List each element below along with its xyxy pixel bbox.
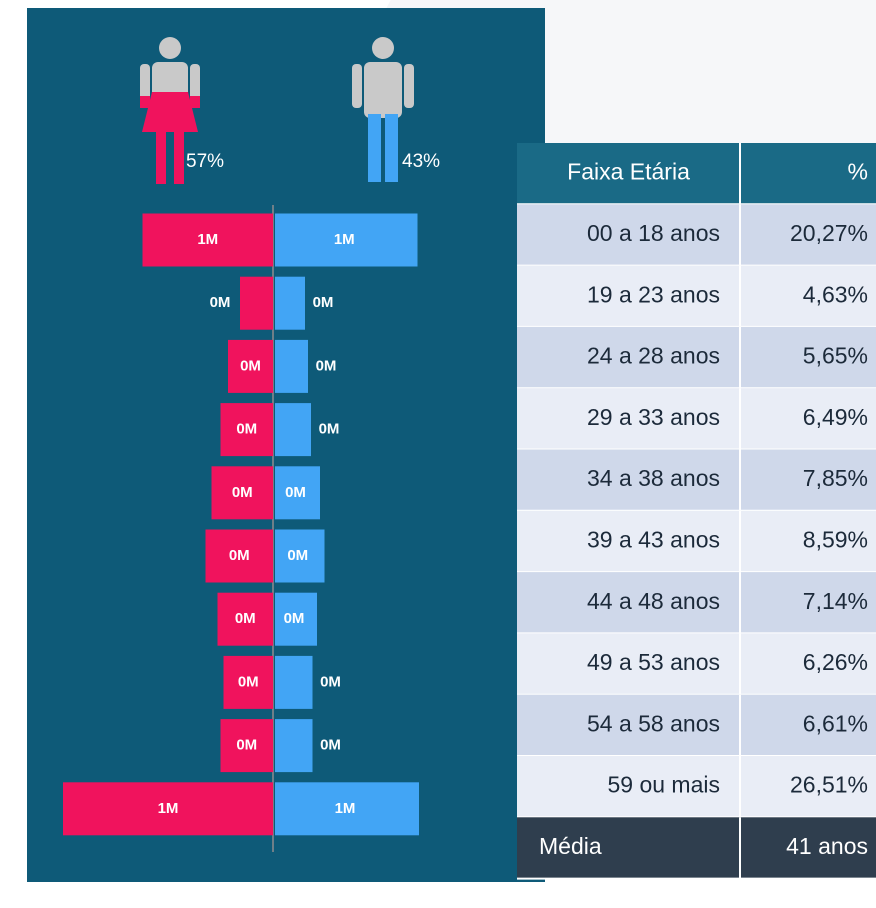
bar-label: 0M — [284, 610, 305, 627]
bar-label: 1M — [158, 800, 179, 817]
bar-label: 0M — [235, 610, 256, 627]
table-row-bg — [517, 388, 876, 450]
table-row-bg — [517, 694, 876, 756]
bar-label: 0M — [313, 294, 334, 311]
table-header-value: % — [848, 159, 868, 185]
table-row-bg — [517, 204, 876, 266]
male-bar — [275, 719, 313, 773]
male-bar — [275, 403, 311, 457]
bar-label: 1M — [197, 231, 218, 248]
female-bar — [63, 782, 273, 836]
table-row-value: 20,27% — [790, 220, 868, 246]
male-bar — [275, 782, 419, 836]
female-bar — [205, 529, 273, 583]
female-bar — [220, 403, 273, 457]
table-row-label: 24 a 28 anos — [587, 343, 720, 369]
bar-label: 0M — [319, 421, 340, 438]
male-icon — [352, 37, 414, 182]
table-row-value: 5,65% — [803, 343, 868, 369]
bar-label: 0M — [236, 421, 257, 438]
female-bar — [217, 592, 273, 646]
female-bar — [228, 339, 273, 393]
table-row-label: 44 a 48 anos — [587, 588, 720, 614]
table-row-bg — [517, 510, 876, 573]
bar-label: 0M — [240, 357, 261, 374]
table-row-label: 54 a 58 anos — [587, 710, 720, 736]
male-bar — [275, 339, 308, 393]
male-bar — [275, 466, 320, 520]
table-footer-bg — [517, 817, 876, 879]
male-bar — [275, 655, 313, 709]
table-row-label: 39 a 43 anos — [587, 527, 720, 553]
table-row-value: 7,85% — [803, 465, 868, 491]
bar-label: 0M — [287, 547, 308, 564]
table-footer-value: 41 anos — [786, 833, 868, 859]
table-row-label: 59 ou mais — [607, 772, 720, 798]
table-header-label: Faixa Etária — [567, 159, 690, 185]
table-row-label: 49 a 53 anos — [587, 649, 720, 675]
bar-label: 0M — [285, 484, 306, 501]
table-row-bg — [517, 326, 876, 389]
table-row-value: 26,51% — [790, 772, 868, 798]
table-row-bg — [517, 756, 876, 818]
male-bar — [275, 592, 317, 646]
bar-label: 1M — [334, 231, 355, 248]
table-row-value: 4,63% — [803, 281, 868, 307]
bar-label: 0M — [238, 673, 259, 690]
table-header-bg — [517, 143, 876, 205]
female-icon — [140, 37, 200, 184]
bar-label: 0M — [320, 737, 341, 754]
female-bar — [220, 719, 273, 773]
bar-label: 0M — [210, 294, 231, 311]
bar-label: 0M — [320, 673, 341, 690]
table-row-bg — [517, 633, 876, 695]
male-percent: 43% — [402, 151, 440, 172]
female-bar — [211, 466, 273, 520]
table-row-label: 00 a 18 anos — [587, 220, 720, 246]
male-bar — [275, 213, 418, 267]
bar-label: 0M — [236, 737, 257, 754]
female-bar — [142, 213, 273, 267]
table-row-label: 19 a 23 anos — [587, 281, 720, 307]
bar-label: 1M — [335, 800, 356, 817]
table-row-bg — [517, 265, 876, 327]
table-row-bg — [517, 572, 876, 634]
table-row-value: 7,14% — [803, 588, 868, 614]
table-row-label: 34 a 38 anos — [587, 465, 720, 491]
table-footer-label: Média — [539, 833, 602, 859]
female-bar — [223, 655, 273, 709]
bar-label: 0M — [232, 484, 253, 501]
table-row-label: 29 a 33 anos — [587, 404, 720, 430]
bar-label: 0M — [229, 547, 250, 564]
table-row-value: 6,61% — [803, 710, 868, 736]
table-row-value: 8,59% — [803, 527, 868, 553]
table-row-value: 6,49% — [803, 404, 868, 430]
male-bar — [275, 529, 325, 583]
table-row-value: 6,26% — [803, 649, 868, 675]
female-bar — [240, 276, 273, 330]
female-percent: 57% — [186, 151, 224, 172]
male-bar — [275, 276, 305, 330]
table-row-bg — [517, 449, 876, 511]
bar-label: 0M — [316, 357, 337, 374]
